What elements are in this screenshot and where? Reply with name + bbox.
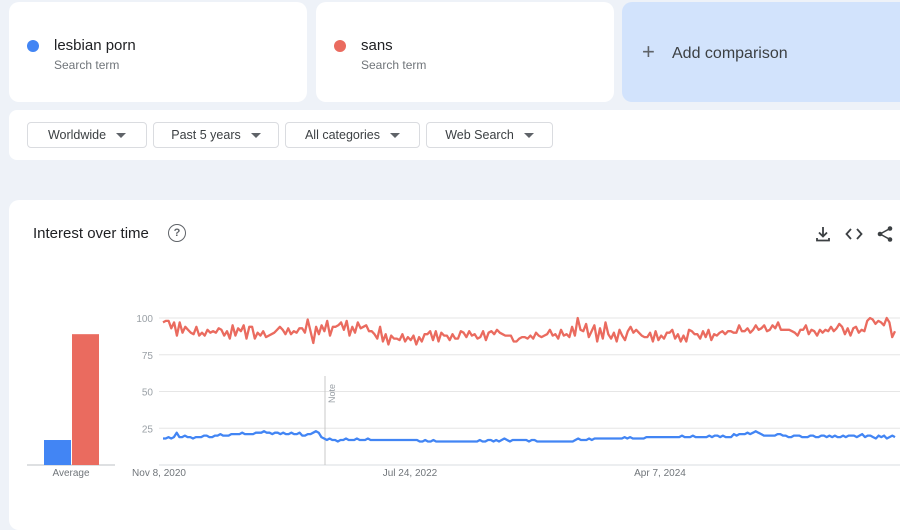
y-tick-label: 50: [142, 388, 154, 399]
interest-over-time-card: Interest over time ? 25 50 75 100 Average Not…: [9, 200, 900, 530]
time-range-label: Past 5 years: [171, 128, 241, 142]
caret-down-icon: [250, 132, 261, 138]
search-term-card-2[interactable]: sans Search term: [316, 2, 614, 102]
y-tick-label: 75: [142, 351, 154, 362]
search-type-label: Web Search: [445, 128, 514, 142]
series-line: [163, 430, 896, 443]
term-subtitle: Search term: [361, 58, 427, 72]
category-dropdown[interactable]: All categories: [285, 122, 420, 148]
interest-over-time-chart: 25 50 75 100 Average Note Nov 8, 2020 Jul 24, 2…: [27, 314, 900, 479]
plus-icon: +: [642, 39, 655, 64]
time-range-dropdown[interactable]: Past 5 years: [153, 122, 279, 148]
x-tick-label: Nov 8, 2020: [132, 468, 186, 479]
term-color-dot: [334, 40, 346, 52]
download-icon[interactable]: [813, 224, 833, 244]
term-name[interactable]: sans: [361, 37, 393, 54]
region-dropdown[interactable]: Worldwide: [27, 122, 147, 148]
term-subtitle: Search term: [54, 58, 120, 72]
embed-icon[interactable]: [844, 224, 864, 244]
x-tick-label: Jul 24, 2022: [383, 468, 438, 479]
term-color-dot: [27, 40, 39, 52]
average-label: Average: [52, 468, 90, 479]
average-bar: [72, 334, 99, 465]
add-comparison-button[interactable]: + Add comparison: [622, 2, 900, 102]
average-bar: [44, 440, 71, 465]
y-tick-label: 25: [142, 424, 154, 435]
help-icon[interactable]: ?: [168, 224, 186, 242]
series-line: [162, 316, 897, 346]
caret-down-icon: [523, 132, 534, 138]
category-label: All categories: [304, 128, 381, 142]
note-label: Note: [327, 384, 337, 403]
filter-bar: Worldwide Past 5 years All categories We…: [9, 110, 900, 160]
term-name[interactable]: lesbian porn: [54, 37, 136, 54]
x-tick-label: Apr 7, 2024: [634, 468, 686, 479]
section-title: Interest over time: [33, 225, 149, 242]
search-term-card-1[interactable]: lesbian porn Search term: [9, 2, 307, 102]
caret-down-icon: [390, 132, 401, 138]
add-comparison-label: Add comparison: [672, 45, 788, 62]
caret-down-icon: [116, 132, 127, 138]
region-label: Worldwide: [47, 128, 107, 142]
search-type-dropdown[interactable]: Web Search: [426, 122, 553, 148]
y-tick-label: 100: [136, 314, 153, 325]
share-icon[interactable]: [875, 224, 895, 244]
